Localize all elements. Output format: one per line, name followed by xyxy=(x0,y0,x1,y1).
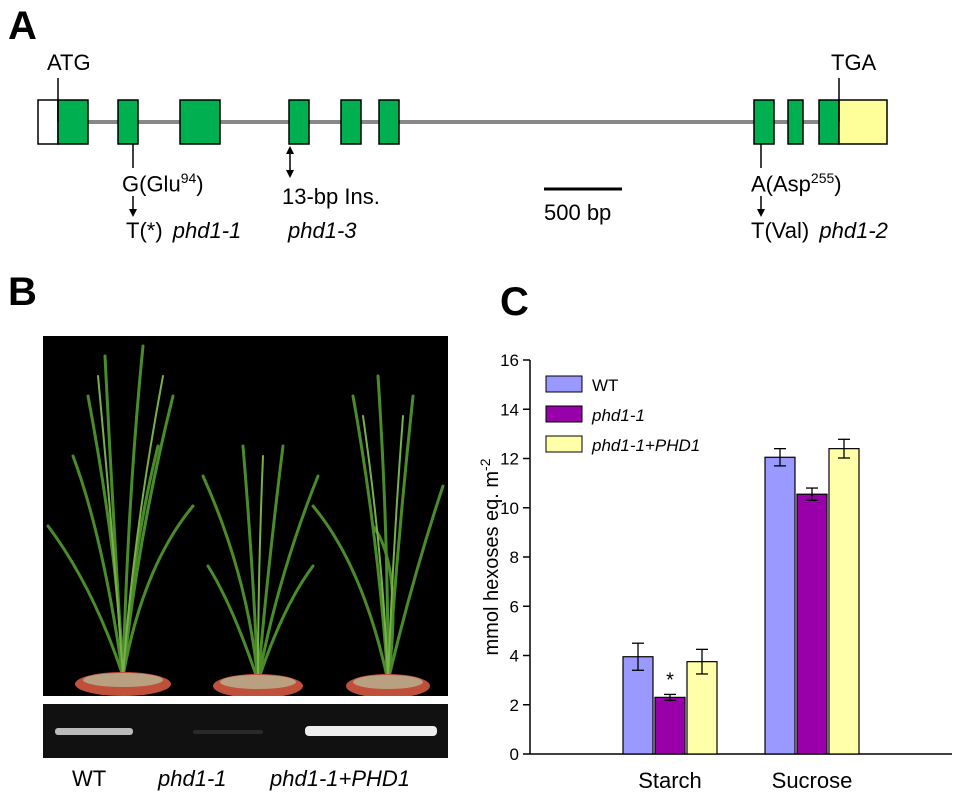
mut2-result-label: T(Val) phd1-2 xyxy=(751,218,888,243)
legend-swatch-0 xyxy=(545,375,583,393)
y-tick-label-0: 0 xyxy=(510,745,519,764)
exon-4 xyxy=(288,99,310,145)
panel-a-letter: A xyxy=(8,4,37,48)
photo-label-wt: WT xyxy=(72,766,107,791)
scale-bar-label: 500 bp xyxy=(544,200,612,225)
gel-band-wt xyxy=(55,728,133,735)
mut3-arrowhead-up xyxy=(286,146,294,154)
mut1-result-label: T(*) phd1-1 xyxy=(126,218,242,243)
utr5-box xyxy=(37,99,59,145)
gel-image xyxy=(43,704,448,758)
y-tick-label-5: 10 xyxy=(500,499,519,518)
bar-starch-1 xyxy=(654,696,686,755)
start-codon-label: ATG xyxy=(47,50,91,75)
y-tick-label-1: 2 xyxy=(510,696,519,715)
y-tick-label-3: 6 xyxy=(510,597,519,616)
bar-sucrose-2 xyxy=(828,448,860,755)
plant-photo xyxy=(43,336,448,696)
x-category-label-0: Starch xyxy=(638,768,702,793)
legend-swatch-2 xyxy=(545,435,583,453)
photo-label-phd1-1: phd1-1 xyxy=(158,766,227,791)
bar-starch-0 xyxy=(622,656,654,755)
mut1-arrowhead xyxy=(129,209,137,217)
exon-5 xyxy=(340,99,362,145)
bar-sucrose-1 xyxy=(796,493,828,755)
exon-1 xyxy=(57,99,89,145)
y-tick-label-8: 16 xyxy=(500,351,519,370)
gel-band-complemented xyxy=(305,726,437,736)
panel-b-letter: B xyxy=(8,270,37,314)
gene-structure-diagram xyxy=(37,78,888,217)
legend-swatch-1 xyxy=(545,405,583,423)
significance-star: * xyxy=(666,669,674,691)
legend-label-2: phd1-1+PHD1 xyxy=(591,436,700,455)
y-tick-label-4: 8 xyxy=(510,548,519,567)
stop-star-icon: * xyxy=(146,218,156,243)
gel-band-phd1-1 xyxy=(193,730,263,734)
exon-6 xyxy=(378,99,400,145)
mut2-original-label: A(Asp255) xyxy=(751,170,842,197)
allele-phd1-1: phd1-1 xyxy=(172,218,242,243)
bar-starch-2 xyxy=(686,661,718,755)
legend-label-0: WT xyxy=(592,376,618,395)
mut2-arrowhead xyxy=(757,209,765,217)
exon-7 xyxy=(753,99,775,145)
exon-8 xyxy=(787,99,804,145)
x-category-label-1: Sucrose xyxy=(772,768,853,793)
bar-sucrose-0 xyxy=(764,456,796,755)
y-axis-label: mmol hexoses eq. m-2 xyxy=(477,458,503,655)
y-tick-label-6: 12 xyxy=(500,450,519,469)
mut3-arrowhead-down xyxy=(286,170,294,178)
mut1-original-label: G(Glu94) xyxy=(122,170,204,197)
photo-label-complemented: phd1-1+PHD1 xyxy=(270,766,411,791)
y-tick-label-2: 4 xyxy=(510,647,519,666)
stop-codon-label: TGA xyxy=(831,50,877,75)
allele-phd1-2: phd1-2 xyxy=(819,218,888,243)
legend-label-1: phd1-1 xyxy=(591,406,645,425)
y-tick-label-7: 14 xyxy=(500,400,519,419)
exon-3 xyxy=(179,99,221,145)
mut3-change-label: 13-bp Ins. xyxy=(282,184,380,209)
panel-c-letter: C xyxy=(500,280,529,324)
allele-phd1-3: phd1-3 xyxy=(288,218,357,243)
utr3-box xyxy=(838,99,888,145)
starch-sucrose-bar-chart: 0 2 4 6 8 10 12 14 16 mmol hexoses eq. m-2 * Starch… xyxy=(477,351,952,793)
exon-9 xyxy=(818,99,840,145)
exon-2 xyxy=(117,99,139,145)
